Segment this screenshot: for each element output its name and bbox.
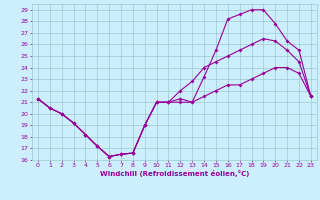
X-axis label: Windchill (Refroidissement éolien,°C): Windchill (Refroidissement éolien,°C) (100, 170, 249, 177)
